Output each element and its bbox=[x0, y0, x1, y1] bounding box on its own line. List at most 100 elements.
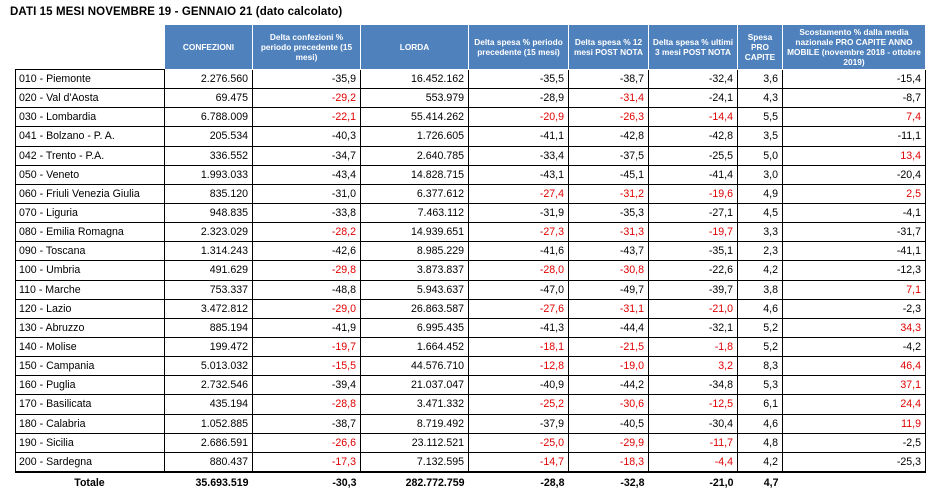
cell-delta-12-mesi: -30,8 bbox=[568, 260, 649, 281]
table-row: 030 - Lombardia 6.788.009 -22,1 55.414.262-… bbox=[15, 107, 926, 128]
cell-region: 200 - Sardegna bbox=[15, 451, 165, 473]
cell-delta-12-mesi: -44,2 bbox=[568, 375, 649, 396]
cell-scostamento: -15,4 bbox=[782, 68, 926, 90]
cell-delta-spesa: -41,6 bbox=[468, 241, 569, 262]
table-row: 120 - Lazio 3.472.812 -29,0 26.863.587 -27,6… bbox=[15, 298, 926, 319]
cell-delta-spesa: -12,8 bbox=[468, 356, 569, 377]
cell-pro-capite: 2,3 bbox=[737, 241, 783, 262]
cell-region: 110 - Marche bbox=[15, 279, 165, 300]
cell-lorda: 55.414.262 bbox=[360, 107, 469, 128]
cell-pro-capite: 8,3 bbox=[737, 356, 783, 377]
cell-delta-confezioni: -42,6 bbox=[252, 241, 361, 262]
cell-delta-spesa: -18,1 bbox=[468, 336, 569, 358]
data-table: CONFEZIONI Delta confezioni % periodo pr… bbox=[15, 24, 926, 493]
cell-delta-confezioni: -33,8 bbox=[252, 202, 361, 224]
cell-delta-confezioni: -31,0 bbox=[252, 183, 361, 204]
table-row: 200 - Sardegna 880.437 -17,3 7.132.595 -14,7… bbox=[15, 451, 926, 473]
cell-region: 100 - Umbria bbox=[15, 260, 165, 281]
cell-delta-3-mesi: -39,7 bbox=[648, 279, 738, 300]
table-row: 042 - Trento - P.A. 336.552 -34,7 2.640.785… bbox=[15, 145, 926, 166]
cell-scostamento: -2,3 bbox=[782, 298, 926, 319]
cell-lorda: 3.873.837 bbox=[360, 260, 469, 281]
cell-region: 020 - Val d'Aosta bbox=[15, 88, 165, 109]
cell-delta-spesa: -40,9 bbox=[468, 375, 569, 396]
cell-lorda: 6.995.435 bbox=[360, 317, 469, 338]
cell-delta-spesa: -28,9 bbox=[468, 88, 569, 109]
page-title: DATI 15 MESI NOVEMBRE 19 - GENNAIO 21 (d… bbox=[10, 6, 343, 18]
cell-scostamento: 24,4 bbox=[782, 394, 926, 415]
cell-delta-3-mesi: -35,1 bbox=[648, 241, 738, 262]
cell-pro-capite: 5,0 bbox=[737, 145, 783, 166]
cell-delta-3-mesi: -11,7 bbox=[648, 432, 738, 453]
cell-delta-confezioni: -40,3 bbox=[252, 126, 361, 147]
cell-delta-3-mesi: -30,4 bbox=[648, 413, 738, 434]
cell-delta-confezioni: -19,7 bbox=[252, 336, 361, 358]
cell-lorda: 3.471.332 bbox=[360, 394, 469, 415]
cell-region: 042 - Trento - P.A. bbox=[15, 145, 165, 166]
cell-region: 041 - Bolzano - P. A. bbox=[15, 126, 165, 147]
cell-confezioni: 5.013.032 bbox=[164, 356, 253, 377]
cell-pro-capite: 3,6 bbox=[737, 68, 783, 90]
cell-confezioni: 753.337 bbox=[164, 279, 253, 300]
cell-confezioni: 69.475 bbox=[164, 88, 253, 109]
cell-confezioni: 948.835 bbox=[164, 202, 253, 224]
cell-delta-confezioni: -22,1 bbox=[252, 107, 361, 128]
table-row: 020 - Val d'Aosta 69.475 -29,2 553.979 -28,9… bbox=[15, 88, 926, 109]
cell-scostamento: -31,7 bbox=[782, 222, 926, 243]
cell-delta-12-mesi: -45,1 bbox=[568, 164, 649, 185]
cell-lorda: 21.037.047 bbox=[360, 375, 469, 396]
cell-lorda: 14.939.651 bbox=[360, 222, 469, 243]
cell-delta-12-mesi: -31,2 bbox=[568, 183, 649, 204]
cell-region: 150 - Campania bbox=[15, 356, 165, 377]
cell-lorda: 553.979 bbox=[360, 88, 469, 109]
total-label: Totale bbox=[15, 470, 165, 493]
cell-delta-spesa: -28,0 bbox=[468, 260, 569, 281]
table-row: 090 - Toscana 1.314.243 -42,6 8.985.229 -41,… bbox=[15, 241, 926, 262]
cell-region: 190 - Sicilia bbox=[15, 432, 165, 453]
cell-delta-confezioni: -34,7 bbox=[252, 145, 361, 166]
cell-lorda: 26.863.587 bbox=[360, 298, 469, 319]
cell-delta-3-mesi: -42,8 bbox=[648, 126, 738, 147]
table-row: 160 - Puglia 2.732.546 -39,4 21.037.047 -40,… bbox=[15, 375, 926, 396]
cell-confezioni: 336.552 bbox=[164, 145, 253, 166]
cell-region: 050 - Veneto bbox=[15, 164, 165, 185]
total-scostamento bbox=[782, 470, 926, 493]
header-delta-3-mesi: Delta spesa % ultimi 3 mesi POST NOTA bbox=[648, 24, 738, 70]
header-blank bbox=[15, 24, 165, 70]
cell-scostamento: 37,1 bbox=[782, 375, 926, 396]
cell-region: 130 - Abruzzo bbox=[15, 317, 165, 338]
table-row: 140 - Molise 199.472 -19,7 1.664.452 -18,1 -2… bbox=[15, 336, 926, 358]
cell-confezioni: 835.120 bbox=[164, 183, 253, 204]
cell-delta-spesa: -27,3 bbox=[468, 222, 569, 243]
cell-scostamento: -8,7 bbox=[782, 88, 926, 109]
cell-delta-3-mesi: -32,1 bbox=[648, 317, 738, 338]
cell-confezioni: 2.686.591 bbox=[164, 432, 253, 453]
cell-pro-capite: 4,2 bbox=[737, 451, 783, 473]
cell-pro-capite: 3,5 bbox=[737, 126, 783, 147]
cell-delta-12-mesi: -38,7 bbox=[568, 68, 649, 90]
cell-scostamento: 13,4 bbox=[782, 145, 926, 166]
cell-delta-12-mesi: -26,3 bbox=[568, 107, 649, 128]
cell-pro-capite: 3,8 bbox=[737, 279, 783, 300]
cell-delta-confezioni: -38,7 bbox=[252, 413, 361, 434]
cell-lorda: 44.576.710 bbox=[360, 356, 469, 377]
cell-delta-spesa: -25,0 bbox=[468, 432, 569, 453]
cell-scostamento: -2,5 bbox=[782, 432, 926, 453]
cell-delta-12-mesi: -40,5 bbox=[568, 413, 649, 434]
header-delta-12-mesi: Delta spesa % 12 mesi POST NOTA bbox=[568, 24, 649, 70]
cell-pro-capite: 4,8 bbox=[737, 432, 783, 453]
total-lorda: 282.772.759 bbox=[360, 470, 469, 493]
cell-scostamento: -4,1 bbox=[782, 202, 926, 224]
total-delta-confezioni: -30,3 bbox=[252, 470, 361, 493]
cell-pro-capite: 4,6 bbox=[737, 298, 783, 319]
cell-confezioni: 435.194 bbox=[164, 394, 253, 415]
cell-delta-confezioni: -39,4 bbox=[252, 375, 361, 396]
cell-delta-spesa: -41,1 bbox=[468, 126, 569, 147]
cell-delta-3-mesi: -14,4 bbox=[648, 107, 738, 128]
cell-delta-confezioni: -17,3 bbox=[252, 451, 361, 473]
cell-region: 170 - Basilicata bbox=[15, 394, 165, 415]
cell-delta-confezioni: -26,6 bbox=[252, 432, 361, 453]
cell-scostamento: -41,1 bbox=[782, 241, 926, 262]
table-row: 041 - Bolzano - P. A. 205.534 -40,3 1.726.6… bbox=[15, 126, 926, 147]
cell-delta-confezioni: -29,0 bbox=[252, 298, 361, 319]
